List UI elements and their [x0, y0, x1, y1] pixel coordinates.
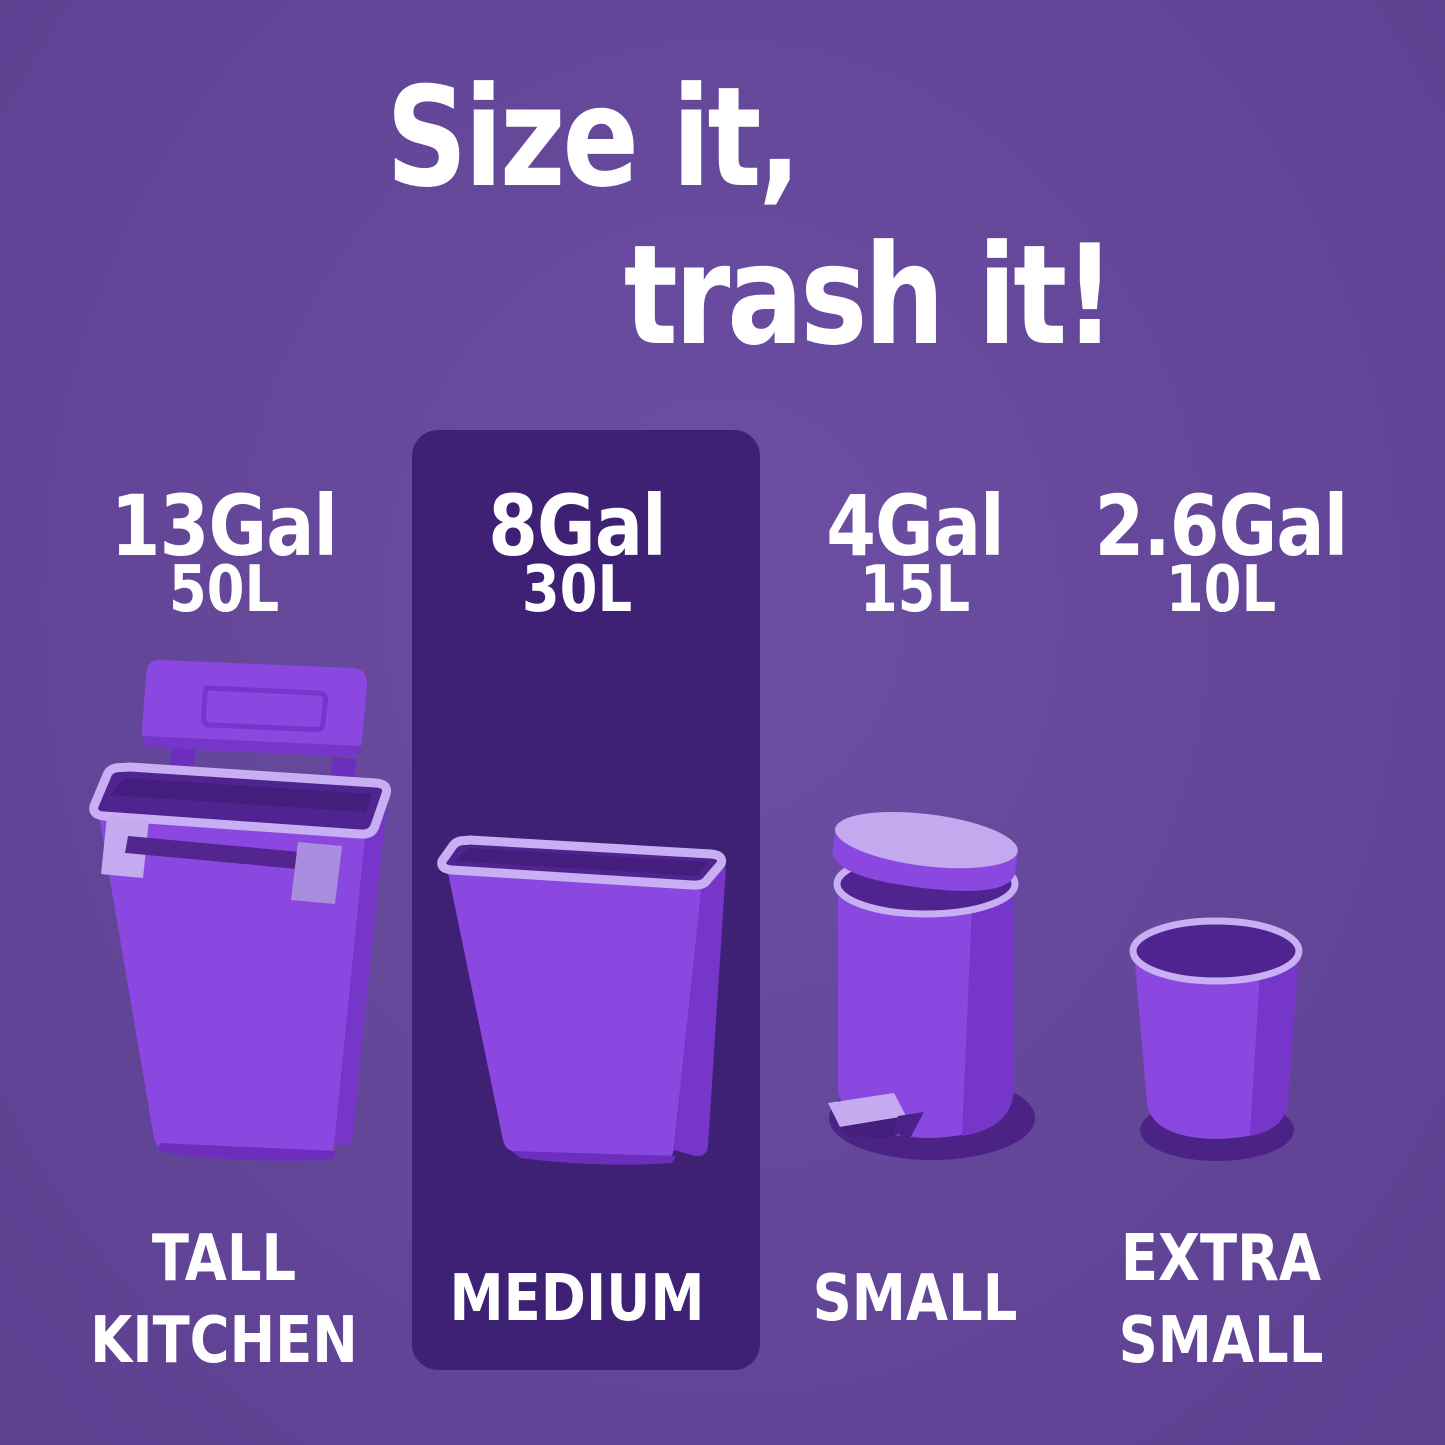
- capacity-liters-medium: 30L: [521, 553, 633, 627]
- size-label-tall-kitchen: TALL KITCHEN: [90, 1218, 358, 1382]
- title-line-2: trash it!: [623, 215, 1116, 376]
- capacity-liters-small: 15L: [859, 553, 971, 627]
- capacity-liters-tall-kitchen: 50L: [168, 553, 280, 627]
- capacity-gallons-tall-kitchen: 13Gal: [110, 477, 338, 575]
- tall-can-handle: [101, 816, 342, 904]
- size-label-line: KITCHEN: [90, 1304, 358, 1378]
- size-label-line: SMALL: [1118, 1304, 1324, 1378]
- tall-kitchen-can-icon: [89, 659, 391, 1161]
- extra-small-bin-icon: [1129, 917, 1303, 1161]
- tall-can-rim: [89, 762, 391, 839]
- medium-can-body: [447, 867, 726, 1165]
- capacity-gallons-medium: 8Gal: [488, 477, 666, 575]
- medium-wastebasket-icon: [437, 835, 726, 1165]
- medium-can-rim: [437, 835, 726, 890]
- tall-can-lid: [141, 659, 368, 757]
- size-label-medium: MEDIUM: [450, 1258, 705, 1340]
- size-label-line: TALL: [151, 1222, 297, 1296]
- xsmall-can-opening: [1129, 917, 1303, 985]
- capacity-liters-extra-small: 10L: [1165, 553, 1277, 627]
- small-can-pedal: [828, 1093, 924, 1142]
- size-label-line: SMALL: [812, 1262, 1018, 1336]
- size-label-line: MEDIUM: [449, 1262, 705, 1336]
- xsmall-can-body: [1134, 952, 1299, 1139]
- small-can-body: [838, 884, 1014, 1138]
- small-can-lid: [832, 811, 1018, 891]
- size-label-small: SMALL: [813, 1258, 1018, 1340]
- capacity-gallons-small: 4Gal: [826, 477, 1004, 575]
- small-pedal-bin-icon: [828, 811, 1035, 1160]
- title-line-1: Size it,: [386, 57, 801, 218]
- capacity-gallons-extra-small: 2.6Gal: [1094, 477, 1348, 575]
- size-label-extra-small: EXTRA SMALL: [1119, 1218, 1324, 1382]
- size-label-line: EXTRA: [1120, 1222, 1322, 1296]
